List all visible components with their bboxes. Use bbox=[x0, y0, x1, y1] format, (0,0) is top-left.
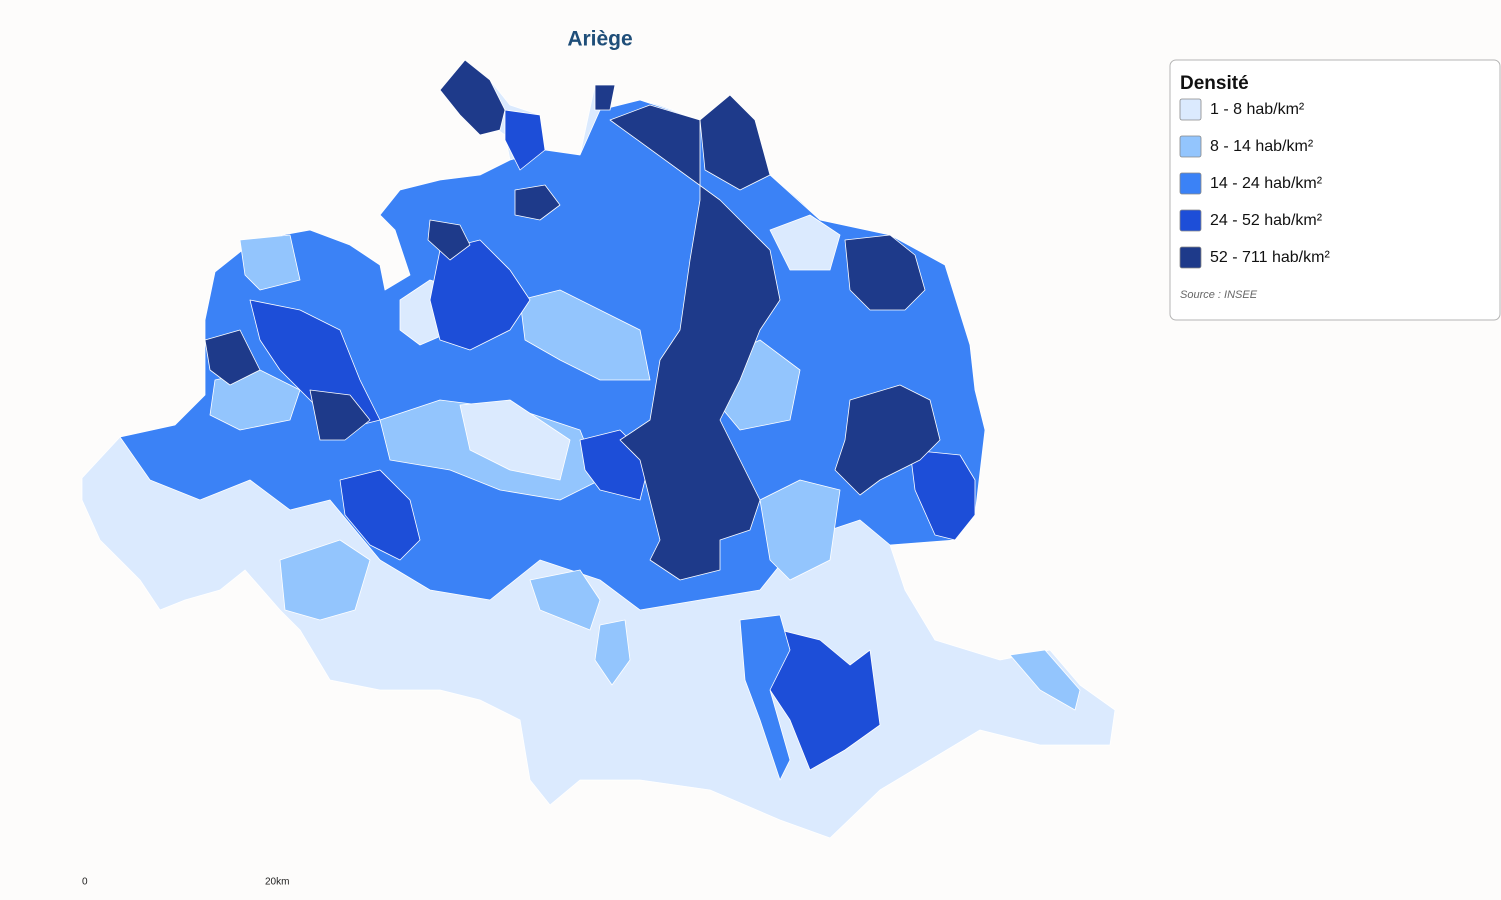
region bbox=[427, 219, 471, 261]
region bbox=[769, 214, 841, 271]
legend: Densité Source : INSEE 1 - 8 hab/km² 8 - … bbox=[1169, 59, 1501, 321]
region bbox=[514, 184, 561, 221]
legend-swatch bbox=[1179, 246, 1202, 269]
scale-start: 0 bbox=[82, 877, 88, 888]
legend-label: 14 - 24 hab/km² bbox=[1210, 175, 1323, 192]
legend-swatch bbox=[1179, 135, 1202, 158]
region bbox=[439, 59, 506, 136]
region bbox=[204, 329, 261, 386]
region bbox=[699, 94, 771, 191]
legend-swatch bbox=[1179, 98, 1202, 121]
region bbox=[609, 104, 781, 581]
region bbox=[594, 84, 616, 111]
source: Source : INSEE bbox=[1180, 289, 1258, 301]
region bbox=[459, 399, 571, 481]
map-title: Ariège bbox=[567, 28, 632, 51]
region bbox=[429, 239, 531, 351]
region bbox=[739, 614, 791, 781]
region bbox=[279, 539, 371, 621]
region bbox=[519, 289, 651, 381]
region bbox=[504, 109, 546, 171]
legend-label: 8 - 14 hab/km² bbox=[1210, 138, 1314, 155]
legend-label: 52 - 711 hab/km² bbox=[1210, 249, 1330, 266]
region bbox=[1009, 649, 1081, 711]
region bbox=[594, 619, 631, 686]
region bbox=[909, 449, 976, 541]
region bbox=[834, 384, 941, 496]
region bbox=[309, 389, 371, 441]
scale-end: 20km bbox=[265, 877, 289, 888]
legend-box bbox=[1169, 59, 1501, 321]
region bbox=[844, 234, 926, 311]
region bbox=[529, 569, 601, 631]
legend-swatch bbox=[1179, 209, 1202, 232]
region bbox=[769, 629, 881, 771]
legend-title: Densité bbox=[1180, 73, 1249, 94]
region bbox=[339, 469, 421, 561]
region bbox=[759, 479, 841, 581]
map bbox=[81, 59, 1116, 839]
legend-label: 24 - 52 hab/km² bbox=[1210, 212, 1323, 229]
legend-swatch bbox=[1179, 172, 1202, 195]
region bbox=[239, 234, 301, 291]
legend-label: 1 - 8 hab/km² bbox=[1210, 101, 1305, 118]
